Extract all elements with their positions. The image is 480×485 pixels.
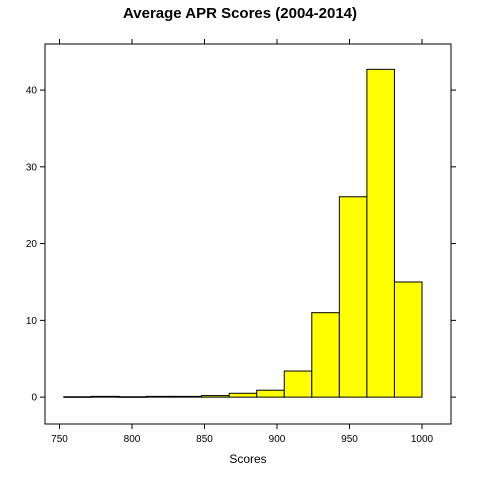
histogram-bar-0 — [63, 396, 92, 398]
histogram-bar-3 — [146, 395, 175, 398]
x-tick-label-2: 850 — [196, 434, 213, 445]
x-axis-label: Scores — [229, 452, 266, 466]
y-tick-label-3: 30 — [26, 162, 38, 173]
histogram-bar-2 — [118, 396, 147, 398]
x-tick-label-5: 1000 — [411, 434, 434, 445]
y-tick-label-1: 10 — [26, 316, 38, 327]
histogram-bar-5 — [201, 395, 230, 398]
histogram-bar-6 — [228, 392, 258, 398]
y-tick-label-0: 0 — [31, 393, 37, 404]
histogram-bar-8 — [283, 370, 313, 398]
bars-layer — [63, 68, 423, 398]
x-tick-label-0: 750 — [51, 434, 68, 445]
histogram-bar-1 — [90, 395, 120, 398]
x-tick-label-4: 950 — [341, 434, 358, 445]
chart-title: Average APR Scores (2004-2014) — [123, 5, 357, 22]
histogram-bar-11 — [366, 68, 395, 398]
histogram-bar-7 — [256, 389, 285, 398]
histogram-bar-12 — [393, 281, 423, 398]
histogram-bar-10 — [338, 196, 368, 398]
y-tick-label-2: 20 — [26, 239, 38, 250]
histogram-bar-9 — [311, 312, 340, 398]
histogram-bar-4 — [173, 395, 203, 398]
y-tick-label-4: 40 — [26, 86, 38, 97]
ticks-layer: 750 800 850 900 950 1000 0 10 20 30 40 — [26, 39, 456, 445]
x-tick-label-1: 800 — [124, 434, 141, 445]
x-tick-label-3: 900 — [269, 434, 286, 445]
plot-frame — [44, 43, 452, 425]
